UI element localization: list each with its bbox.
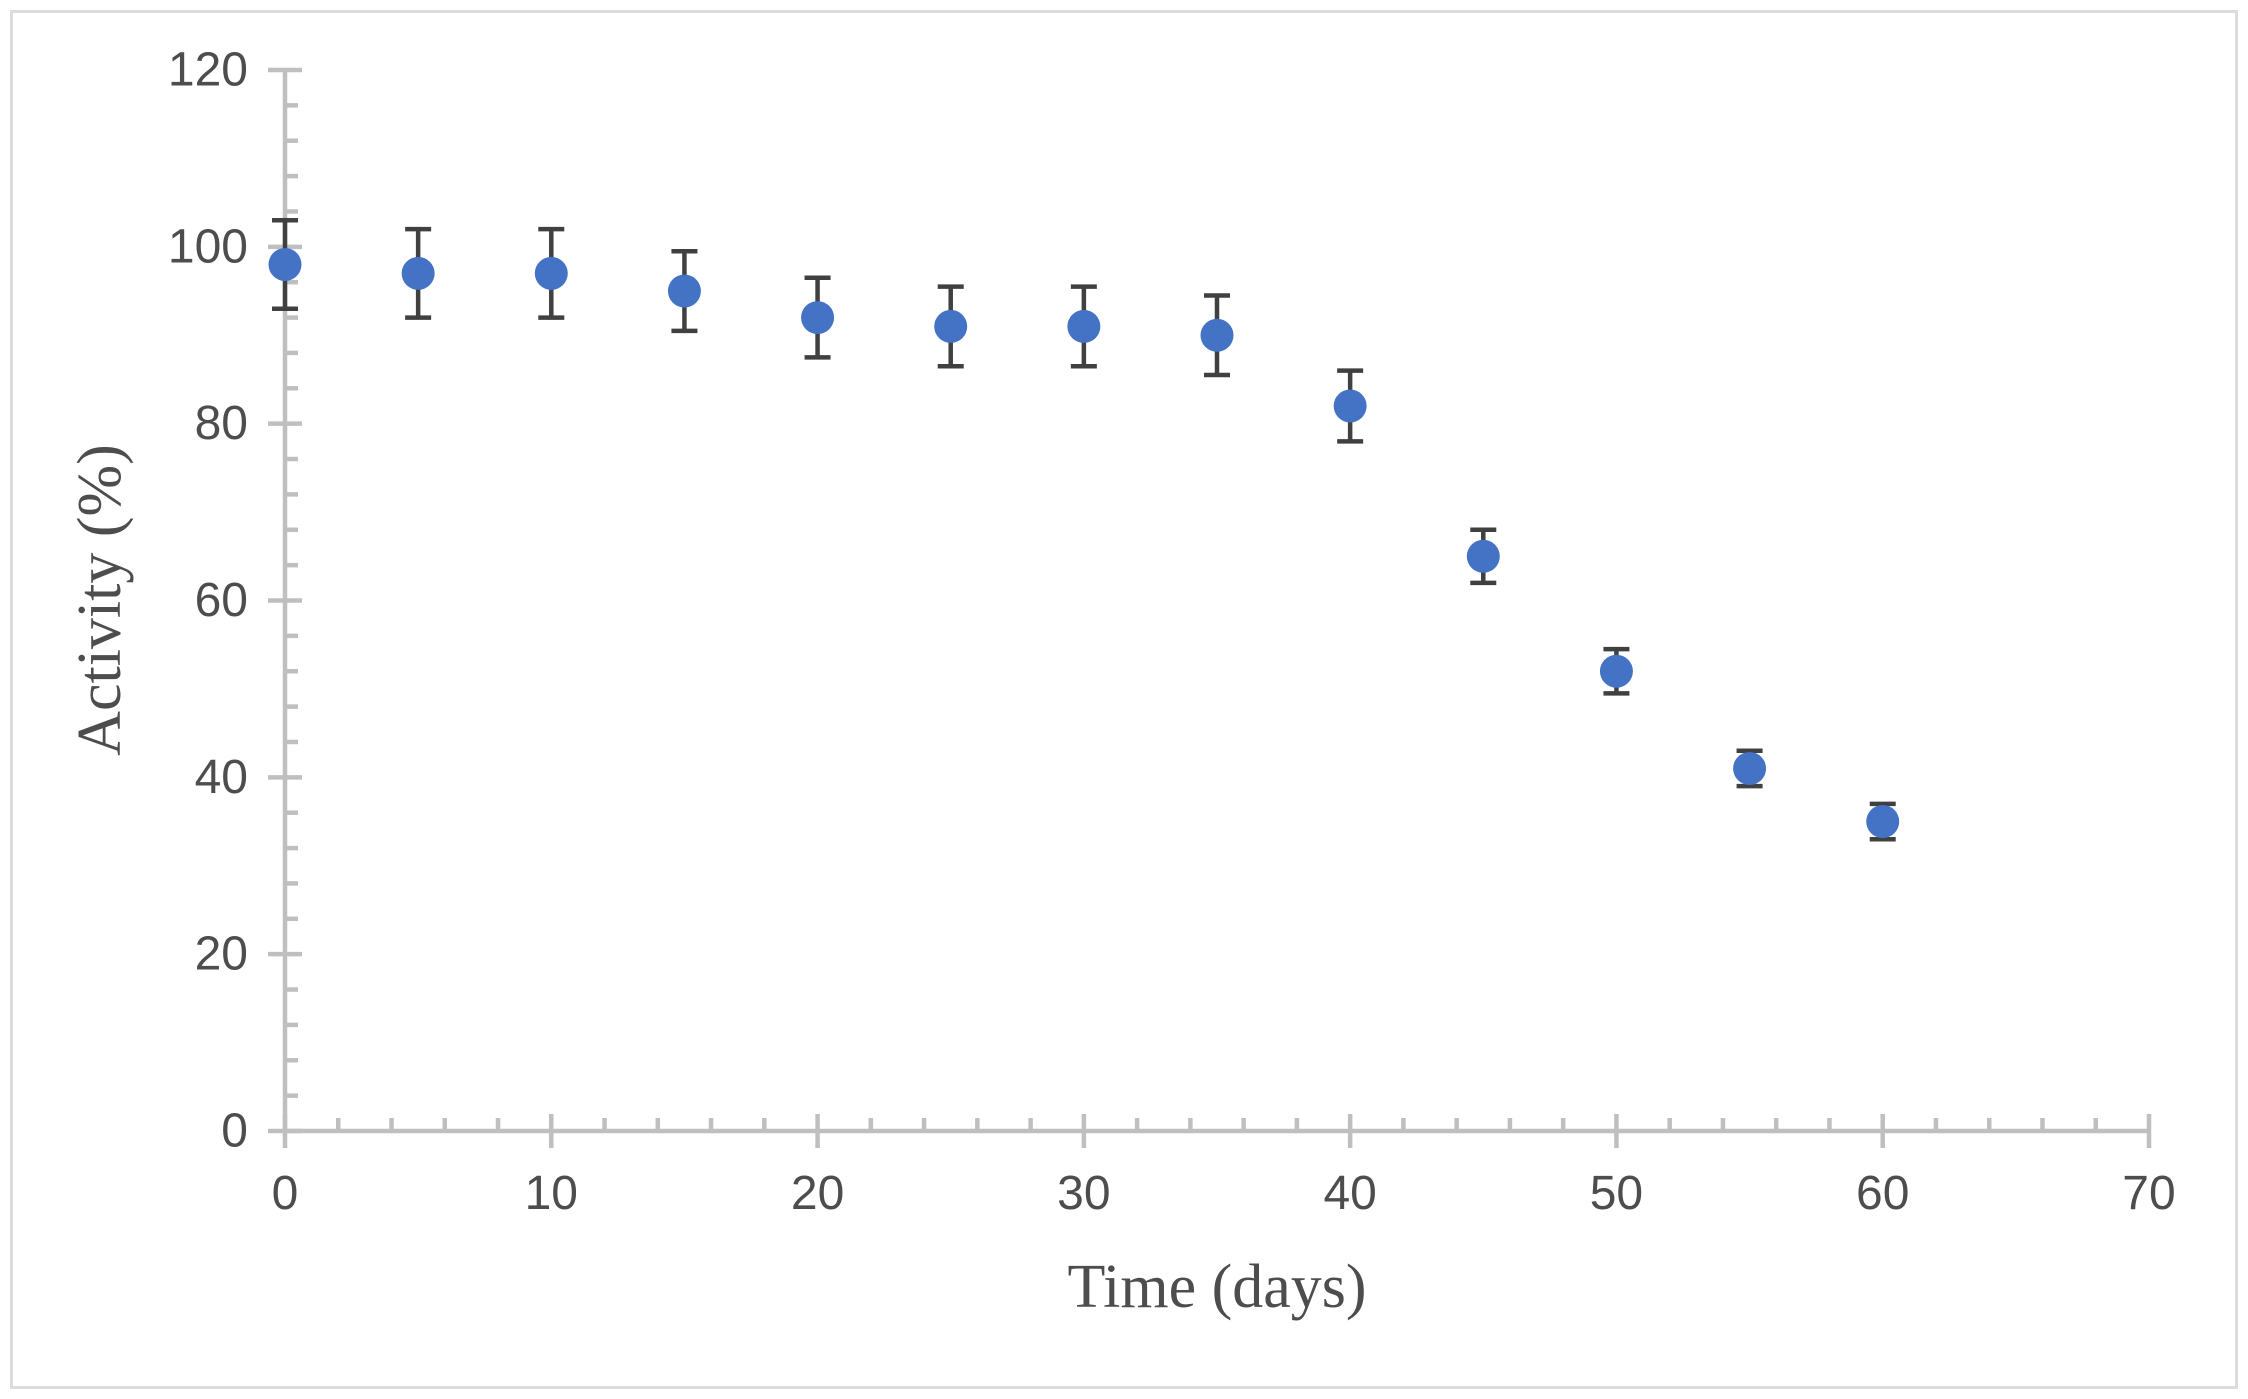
x-tick-label: 50: [1590, 1167, 1643, 1220]
y-tick-label: 80: [195, 397, 248, 450]
data-point-marker: [1466, 539, 1500, 573]
x-tick-label: 70: [2122, 1167, 2175, 1220]
data-point-marker: [534, 256, 568, 290]
y-tick-label: 0: [221, 1105, 248, 1158]
data-point-marker: [1733, 751, 1767, 785]
y-tick-label: 120: [168, 44, 248, 97]
y-tick-label: 20: [195, 928, 248, 981]
x-tick-label: 10: [525, 1167, 578, 1220]
x-tick-label: 20: [791, 1167, 844, 1220]
y-tick-label: 100: [168, 220, 248, 273]
y-tick-label: 60: [195, 574, 248, 627]
data-point-marker: [1866, 805, 1900, 839]
data-point-marker: [801, 301, 835, 335]
x-axis-title: Time (days): [1067, 1253, 1367, 1321]
x-tick-label: 0: [272, 1167, 299, 1220]
x-tick-label: 60: [1856, 1167, 1909, 1220]
y-axis-title: Activity (%): [66, 444, 134, 756]
data-point-marker: [401, 256, 435, 290]
x-tick-label: 30: [1057, 1167, 1110, 1220]
y-tick-label: 40: [195, 751, 248, 804]
data-point-marker: [1333, 389, 1367, 423]
data-point-marker: [268, 248, 302, 282]
data-point-marker: [1200, 318, 1234, 352]
chart-frame: [10, 10, 2238, 1389]
data-point-marker: [667, 274, 701, 308]
data-point-marker: [934, 309, 968, 343]
data-point-marker: [1067, 309, 1101, 343]
x-tick-label: 40: [1323, 1167, 1376, 1220]
data-point-marker: [1599, 654, 1633, 688]
